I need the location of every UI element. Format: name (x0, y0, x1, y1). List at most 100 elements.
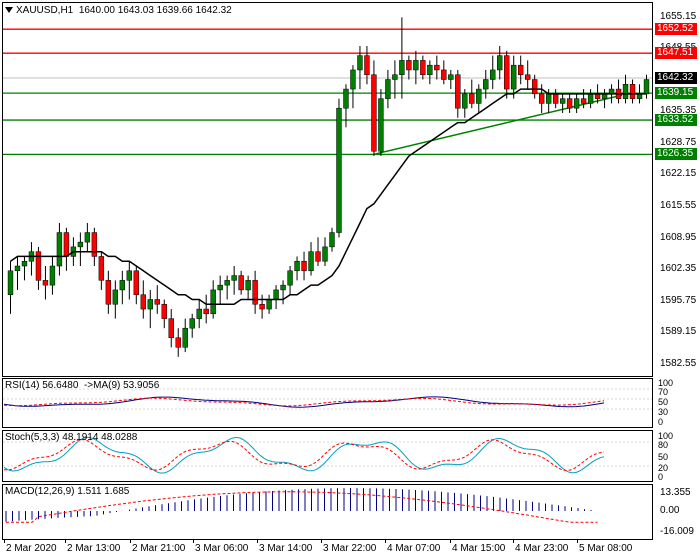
candle-body (322, 246, 328, 262)
stoch-title: Stoch(5,3,3) 48.1914 48.0288 (5, 432, 138, 443)
stoch-frame (2, 430, 653, 482)
candle-body (462, 93, 468, 109)
candle-body (364, 55, 370, 75)
candle-body (98, 256, 105, 281)
candle-body (77, 241, 84, 248)
candle-body (280, 284, 286, 291)
symbol-header: XAUUSD,H1 1640.00 1643.03 1639.66 1642.3… (5, 5, 232, 16)
candle-body (441, 69, 447, 80)
candle-body (35, 251, 42, 281)
candle-body (524, 74, 531, 80)
time-axis-label: 4 Mar 07:00 (387, 543, 441, 554)
time-axis-label: 2 Mar 13:00 (67, 543, 121, 554)
candle-body (511, 64, 517, 90)
candle-body (63, 232, 70, 257)
price-axis-label: 1589.15 (660, 326, 697, 338)
candle-body (518, 64, 524, 75)
candle-body (140, 294, 146, 310)
candle-body (357, 55, 363, 71)
candle-body (587, 93, 594, 104)
price-level-tag: 1633.52 (655, 114, 697, 127)
symbol-label: XAUUSD,H1 (16, 5, 74, 16)
time-axis-label: 3 Mar 22:00 (323, 543, 377, 554)
stoch-level-80: 80 (658, 440, 669, 450)
candle-body (154, 299, 160, 305)
time-axis-label: 3 Mar 06:00 (195, 543, 249, 554)
rsi-level-30: 30 (658, 407, 669, 417)
candle-body (301, 260, 307, 272)
macd-level-bottom: -16.009 (660, 526, 694, 537)
candle-body (91, 232, 98, 257)
candle-body (455, 74, 461, 109)
moving-average-line (10, 88, 647, 306)
stoch-level-20: 20 (658, 463, 669, 473)
candle-body (217, 284, 223, 291)
candle-body (559, 98, 566, 104)
macd-title: MACD(12,26,9) 1.511 1.685 (5, 486, 130, 497)
price-axis-label: 1602.35 (660, 263, 697, 275)
candle-body (203, 308, 209, 315)
price-level-tag: 1642.32 (655, 71, 697, 84)
price-axis-label: 1582.55 (660, 357, 697, 369)
candle-body (483, 79, 489, 90)
time-axis-label: 4 Mar 15:00 (452, 543, 506, 554)
time-tick (4, 539, 5, 543)
candle-body (84, 232, 91, 243)
rsi-level-0: 0 (658, 417, 664, 427)
time-axis-label: 3 Mar 14:00 (259, 543, 313, 554)
candle-body (538, 93, 545, 104)
candle-body (476, 88, 482, 104)
candle-body (336, 107, 342, 233)
candle-body (608, 88, 615, 95)
candle-body (189, 318, 195, 329)
candle-body (49, 265, 56, 286)
candle-body (566, 98, 573, 109)
candle-body (378, 98, 384, 152)
candle-body (315, 251, 321, 262)
price-axis-label: 1622.15 (660, 168, 697, 180)
time-tick (193, 539, 194, 543)
time-tick (450, 539, 451, 543)
price-level-tag: 1639.15 (655, 87, 697, 100)
candle-body (580, 98, 587, 104)
candle-body (161, 304, 167, 319)
stoch-level-100: 100 (658, 431, 674, 441)
candle-body (175, 337, 181, 348)
candle-body (413, 60, 419, 71)
time-tick (577, 539, 578, 543)
candle-body (490, 69, 496, 80)
candle-body (210, 289, 216, 315)
candle-body (231, 275, 237, 281)
stoch-level-50: 50 (658, 452, 669, 462)
candle-body (392, 74, 398, 80)
candle-body (329, 232, 335, 248)
candle-body (308, 251, 314, 272)
candle-body (343, 88, 349, 109)
candle-body (273, 289, 279, 300)
candle-body (385, 79, 391, 99)
candle-body (196, 308, 202, 319)
candle-body (42, 280, 49, 286)
candle-body (545, 93, 552, 104)
candle-body (147, 299, 153, 310)
candle-body (504, 55, 510, 90)
candle-body (294, 260, 300, 272)
stoch-level-0: 0 (658, 472, 664, 482)
candle-body (350, 69, 356, 90)
time-tick (385, 539, 386, 543)
candle-body (224, 280, 230, 286)
price-level-tag: 1652.52 (655, 23, 697, 36)
chart-dropdown-icon[interactable] (5, 7, 13, 13)
candle-body (622, 84, 629, 99)
price-axis-label: 1615.55 (660, 199, 697, 211)
time-tick (257, 539, 258, 543)
candle-body (629, 84, 636, 99)
candle-body (21, 260, 28, 267)
candle-body (266, 299, 272, 310)
time-axis-label: 5 Mar 08:00 (579, 543, 633, 554)
candle-body (406, 60, 412, 71)
candle-body (497, 55, 503, 71)
price-axis-label: 1635.35 (660, 105, 697, 117)
time-axis-label: 4 Mar 23:00 (515, 543, 569, 554)
